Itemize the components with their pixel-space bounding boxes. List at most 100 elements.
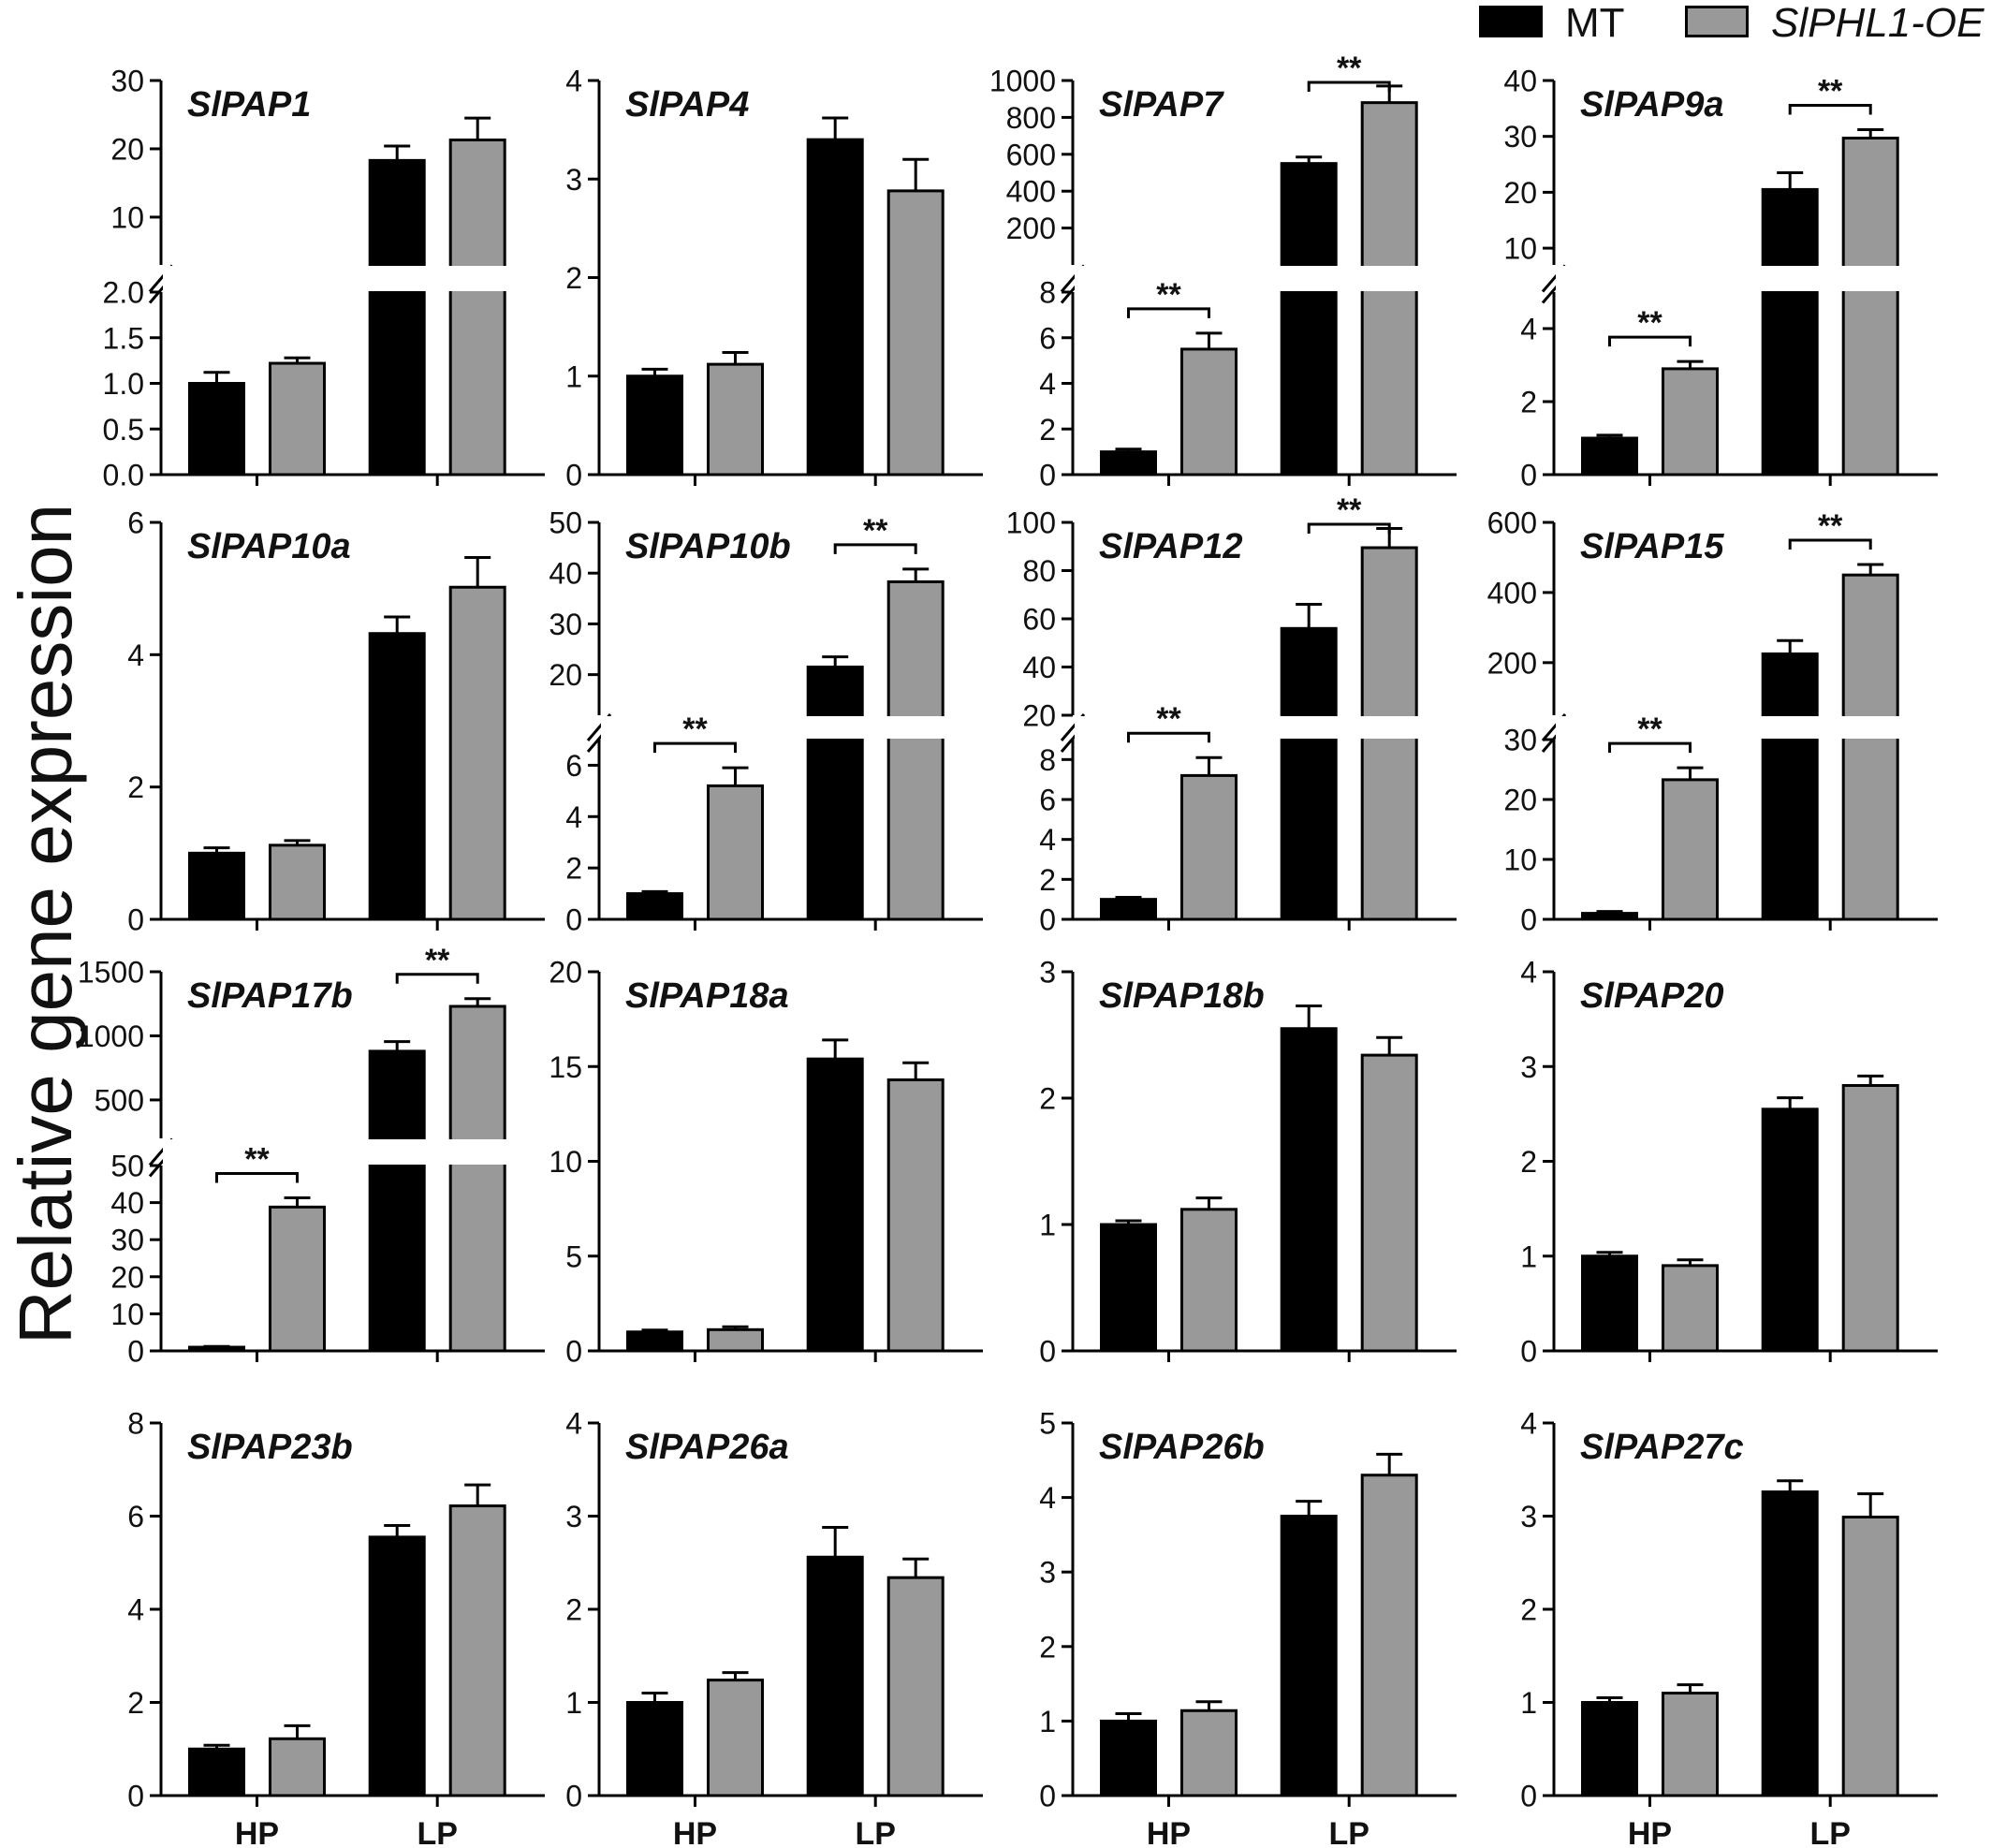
significance-label: ** [1818, 508, 1843, 544]
y-tick-label: 20 [1503, 784, 1537, 817]
y-tick-label: 40 [1022, 651, 1056, 684]
panel-title: SlPAP17b [187, 976, 353, 1016]
y-tick-label: 800 [1006, 101, 1056, 135]
significance-bracket [1788, 538, 1872, 550]
y-tick-label: 4 [1520, 313, 1537, 346]
y-tick-label: 20 [549, 658, 582, 692]
bar-mt-hp [1581, 1701, 1638, 1797]
x-tick-label: LP [1328, 1816, 1369, 1848]
y-tick-label: 2 [1039, 1082, 1056, 1116]
bar-slphl1-oe-lp [886, 1078, 945, 1353]
y-tick-label: 20 [110, 132, 144, 166]
y-tick-label: 1 [565, 1686, 582, 1720]
y-tick-label: 10 [110, 200, 144, 234]
y-tick-label: 0 [127, 903, 144, 937]
bar-mt-lp [1761, 1490, 1819, 1797]
bar-slphl1-oe-lp [448, 138, 506, 477]
significance-bracket [1307, 522, 1391, 534]
bar-slphl1-oe-hp [1662, 367, 1719, 477]
y-tick-label: 60 [1022, 603, 1056, 637]
significance-label: ** [1637, 711, 1662, 747]
panel-title: SlPAP10a [187, 527, 351, 566]
panel-slpap4: 0 1 2 3 4 SlPAP4 [565, 65, 983, 492]
significance-label: ** [1637, 305, 1662, 341]
y-tick-label: 40 [110, 1186, 144, 1220]
bar-slphl1-oe-hp [1180, 1208, 1238, 1353]
bar-slphl1-oe-hp [707, 362, 764, 477]
y-tick-label: 10 [110, 1298, 144, 1331]
bar-slphl1-oe-hp [1180, 773, 1238, 921]
y-tick-label: 30 [1503, 120, 1537, 154]
y-tick-label: 3 [565, 1500, 582, 1533]
y-tick-label: 0 [1039, 1780, 1056, 1813]
bar-mt-lp [1280, 1027, 1338, 1353]
y-tick-label: 3 [1520, 1050, 1537, 1084]
panel-title: SlPAP27c [1580, 1428, 1744, 1467]
bar-slphl1-oe-hp [269, 1737, 326, 1797]
bar-slphl1-oe-hp [1662, 1264, 1719, 1353]
y-tick-label: 20 [1503, 176, 1537, 210]
bar-mt-lp [1761, 187, 1819, 477]
x-tick-label: HP [1147, 1816, 1191, 1848]
x-tick-label: HP [673, 1816, 717, 1848]
y-tick-label: 1500 [78, 956, 144, 990]
bar-mt-hp [1100, 1223, 1157, 1353]
y-tick-label: 6 [565, 749, 582, 783]
significance-label: ** [682, 711, 708, 747]
legend-swatch-mt [1479, 6, 1543, 37]
legend-label-mt: MT [1565, 0, 1625, 46]
bar-mt-lp [806, 1057, 864, 1353]
bar-slphl1-oe-hp [707, 784, 764, 921]
y-tick-label: 0 [1520, 459, 1537, 492]
significance-bracket [1307, 81, 1391, 92]
bar-mt-hp [1100, 898, 1157, 921]
significance-bracket [1608, 741, 1692, 754]
bar-mt-hp [188, 851, 245, 921]
y-tick-label: 0.5 [103, 413, 144, 447]
y-tick-label: 2 [1039, 413, 1056, 447]
y-tick-label: 3 [1520, 1500, 1537, 1533]
y-tick-label: 4 [565, 1407, 582, 1441]
y-tick-label: 0 [127, 1335, 144, 1369]
y-tick-label: 1 [1520, 1239, 1537, 1273]
y-tick-label: 2 [565, 852, 582, 886]
x-tick-label: LP [1809, 1816, 1850, 1848]
y-tick-label: 2 [565, 261, 582, 295]
bar-slphl1-oe-hp [1662, 778, 1719, 921]
bar-mt-lp [1761, 1107, 1819, 1353]
y-tick-label: 4 [1039, 367, 1056, 401]
significance-label: ** [1818, 74, 1843, 110]
bar-slphl1-oe-hp [1180, 1709, 1238, 1797]
bar-slphl1-oe-lp [886, 1576, 945, 1797]
y-tick-label: 20 [1022, 699, 1056, 733]
panel-title: SlPAP1 [187, 85, 311, 125]
y-tick-label: 600 [1006, 138, 1056, 171]
panel-slpap1: 0.0 0.5 1.0 1.5 2.0 10 20 30 SlPAP1 [103, 65, 547, 492]
y-tick-label: 1.5 [103, 321, 144, 355]
y-tick-label: 0.0 [103, 459, 144, 492]
bar-slphl1-oe-hp [269, 361, 326, 477]
bar-mt-hp [188, 382, 245, 477]
panel-title: SlPAP15 [1580, 527, 1724, 566]
panel-title: SlPAP26a [625, 1428, 789, 1467]
bar-mt-hp [1100, 450, 1157, 477]
y-tick-label: 30 [110, 1224, 144, 1257]
significance-label: ** [244, 1141, 270, 1177]
y-tick-label: 0 [1039, 459, 1056, 492]
bar-mt-lp [1280, 162, 1338, 477]
y-tick-label: 0 [565, 459, 582, 492]
y-tick-label: 0 [1520, 1335, 1537, 1369]
y-tick-label: 10 [549, 1145, 582, 1179]
bar-slphl1-oe-lp [448, 585, 506, 921]
y-tick-label: 1 [1039, 1705, 1056, 1738]
panel-slpap23b: 0 2 4 6 8 HP LP SlPAP23b [127, 1407, 545, 1848]
y-tick-label: 4 [1520, 1407, 1537, 1441]
y-tick-label: 8 [1039, 276, 1056, 310]
panel-slpap18a: 0 5 10 15 20 SlPAP18a [549, 956, 983, 1369]
y-tick-label: 0 [565, 903, 582, 937]
axis-break-gap [1075, 716, 1458, 739]
y-tick-label: 40 [1503, 65, 1537, 98]
bar-mt-lp [806, 666, 864, 921]
y-tick-label: 40 [549, 557, 582, 591]
panel-slpap10b: 0 2 4 6 20 30 40 50 ** ** SlPAP10b [549, 506, 985, 937]
